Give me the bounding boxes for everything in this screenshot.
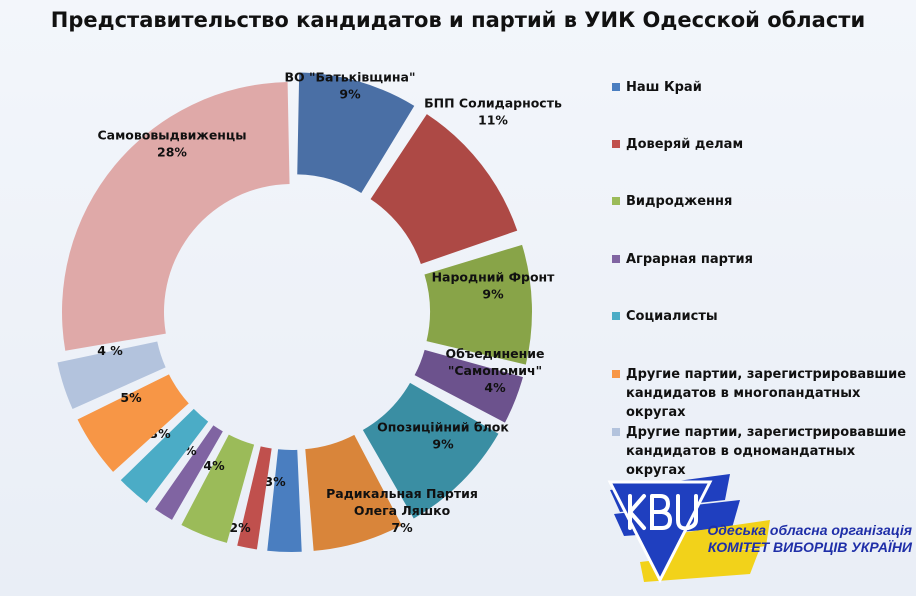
kvu-logo: Одеська обласна організація КОМІТЕТ ВИБО… <box>600 470 916 590</box>
slice-label-12: 4 % <box>97 343 123 358</box>
legend-swatch <box>612 197 620 205</box>
logo-line-2: КОМІТЕТ ВИБОРЦІВ УКРАЇНИ <box>707 539 912 555</box>
slice-label-4: Опозиційний блок 9% <box>377 420 509 452</box>
slice-label-13: Самововыдвиженцы 28% <box>97 128 246 160</box>
donut-slice-4 <box>362 382 499 519</box>
slice-label-1: БПП Солидарность 11% <box>424 96 562 128</box>
donut-slice-3 <box>414 349 523 423</box>
slice-label-6: 3% <box>264 474 286 489</box>
legend-item-6: Другие партии, зарегистрировавшие кандид… <box>612 423 916 480</box>
slice-label-0: ВО "Батьківщина" 9% <box>285 70 416 102</box>
donut-slice-5 <box>305 434 402 551</box>
slice-label-2: Народний Фронт 9% <box>432 270 556 302</box>
legend-swatch <box>612 312 620 320</box>
legend-label: Аграрная партия <box>626 252 753 267</box>
slice-label-5: Радикальная Партия Олега Ляшко 7% <box>326 486 478 535</box>
legend-label: Видродження <box>626 194 733 209</box>
legend-label: Другие партии, зарегистрировавшие кандид… <box>626 425 907 478</box>
legend-swatch <box>612 428 620 436</box>
donut-chart: ВО "Батьківщина" 9%БПП Солидарность 11% Нар… <box>57 70 562 552</box>
donut-slice-0 <box>297 72 415 194</box>
logo-line-1: Одеська обласна організація <box>707 522 912 538</box>
legend-label: Социалисты <box>626 309 718 324</box>
slice-label-11: 5% <box>120 390 142 405</box>
donut-slice-10 <box>120 408 209 503</box>
slice-label-3: Объединение "Самопомич" 4% <box>445 346 544 395</box>
donut-slice-1 <box>370 114 518 264</box>
donut-slice-6 <box>267 449 302 552</box>
chart-title: Представительство кандидатов и партий в … <box>50 8 866 32</box>
slice-label-7: 2% <box>229 520 251 535</box>
slice-label-8: 4% <box>203 458 225 473</box>
donut-slice-8 <box>181 434 255 543</box>
donut-slice-2 <box>424 244 532 365</box>
donut-slice-9 <box>155 425 223 520</box>
legend-label: Другие партии, зарегистрировавшие кандид… <box>626 367 907 420</box>
donut-slice-13 <box>62 82 290 351</box>
kvu-emblem-icon <box>607 474 770 584</box>
legend-item-5: Другие партии, зарегистрировавшие кандид… <box>612 365 916 422</box>
legend-item-1: Доверяй делам <box>612 135 916 154</box>
legend-swatch <box>612 83 620 91</box>
donut-slice-12 <box>57 341 166 410</box>
donut-slice-7 <box>237 446 272 550</box>
legend-item-4: Социалисты <box>612 307 916 326</box>
legend-item-2: Видродження <box>612 192 916 211</box>
legend-label: Доверяй делам <box>626 137 744 152</box>
legend-item-3: Аграрная партия <box>612 250 916 269</box>
legend-swatch <box>612 370 620 378</box>
legend-swatch <box>612 140 620 148</box>
legend-label: Наш Край <box>626 80 702 95</box>
legend-swatch <box>612 255 620 263</box>
legend-item-0: Наш Край <box>612 78 916 97</box>
donut-slice-11 <box>77 374 189 472</box>
